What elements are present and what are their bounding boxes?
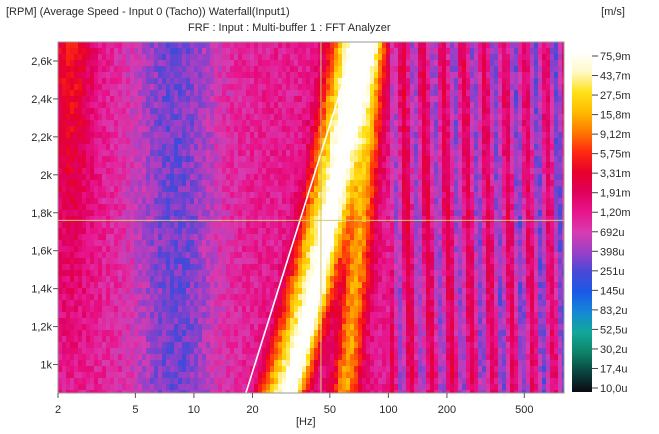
- x-axis-label: [Hz]: [296, 416, 316, 428]
- y-tick-label: 2,6k: [31, 56, 52, 68]
- heatmap-area[interactable]: [58, 42, 567, 397]
- colorbar-label: 27,5m: [600, 90, 631, 102]
- colorbar-label: 9,12m: [600, 129, 631, 141]
- x-tick-label: 10: [188, 404, 200, 416]
- chart-subtitle: FRF : Input : Multi-buffer 1 : FFT Analy…: [188, 22, 391, 34]
- colorbar-label: 5,75m: [600, 149, 631, 161]
- colorbar-label: 145u: [600, 285, 624, 297]
- colorbar-label: 692u: [600, 227, 624, 239]
- y-tick-label: 2,4k: [31, 94, 52, 106]
- y-tick-label: 1,2k: [31, 322, 52, 334]
- x-axis: 2 5 10 20 50 100 200 500: [55, 393, 533, 416]
- y-tick-label: 1,8k: [31, 208, 52, 220]
- y-tick-label: 2,2k: [31, 132, 52, 144]
- colorbar-label: 1,91m: [600, 188, 631, 200]
- x-tick-label: 200: [438, 404, 456, 416]
- order-line: [245, 42, 357, 393]
- colorbar-label: 15,8m: [600, 110, 631, 122]
- colorbar-unit-label: [m/s]: [601, 6, 625, 18]
- y-axis: 1k 1,2k 1,4k 1,6k 1,8k 2k 2,2k 2,4k 2,6k: [31, 56, 58, 372]
- colorbar-label: 52,5u: [600, 324, 628, 336]
- y-tick-label: 1k: [40, 360, 52, 372]
- x-tick-label: 2: [55, 404, 61, 416]
- chart-title: [RPM] (Average Speed - Input 0 (Tacho)) …: [6, 6, 290, 18]
- colorbar-label: 30,2u: [600, 344, 628, 356]
- x-tick-label: 500: [515, 404, 533, 416]
- colorbar-label: 75,9m: [600, 51, 631, 63]
- colorbar-label: 251u: [600, 266, 624, 278]
- colorbar-label: 83,2u: [600, 305, 628, 317]
- colorbar: 75,9m 43,7m 27,5m 15,8m 9,12m 5,75m 3,31m 1,91m…: [572, 51, 631, 395]
- y-tick-label: 1,6k: [31, 246, 52, 258]
- colorbar-label: 3,31m: [600, 168, 631, 180]
- x-tick-label: 20: [246, 404, 258, 416]
- colorbar-label: 17,4u: [600, 363, 628, 375]
- x-tick-label: 5: [132, 404, 138, 416]
- colorbar-label: 1,20m: [600, 207, 631, 219]
- colorbar-label: 43,7m: [600, 71, 631, 83]
- x-tick-label: 50: [324, 404, 336, 416]
- y-tick-label: 2k: [40, 170, 52, 182]
- x-tick-label: 100: [379, 404, 397, 416]
- colorbar-label: 398u: [600, 246, 624, 258]
- colorbar-label: 10,0u: [600, 383, 628, 395]
- y-tick-label: 1,4k: [31, 284, 52, 296]
- colorbar-gradient: [572, 52, 592, 392]
- plot-frame: [57, 41, 565, 394]
